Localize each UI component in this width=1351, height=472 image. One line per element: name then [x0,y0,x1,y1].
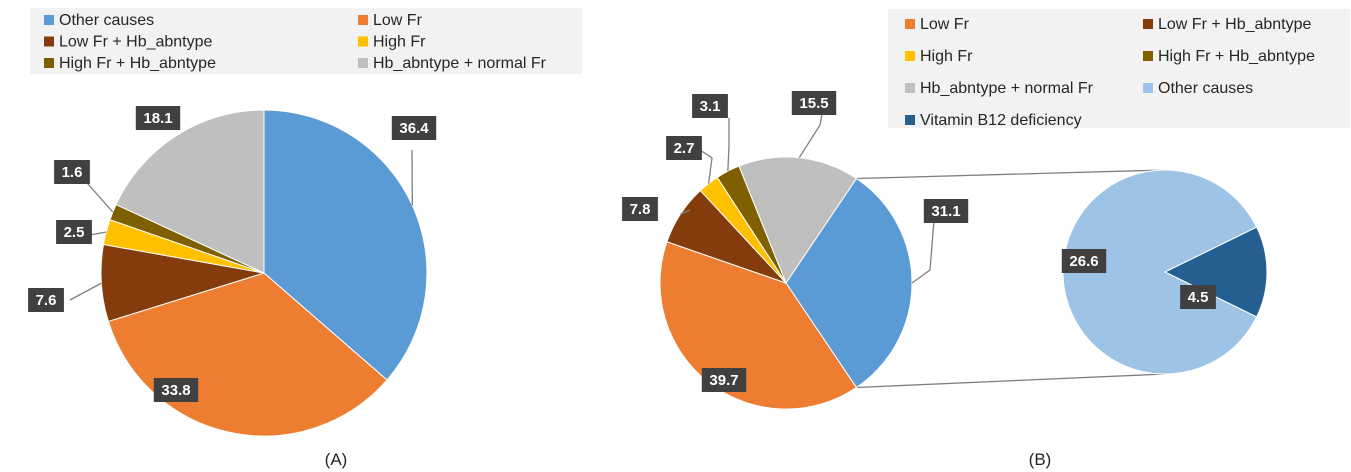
legend-a-label-low-fr-hb-abntype: Low Fr + Hb_abntype [59,34,213,51]
data-label-a-low-fr-box [153,378,199,402]
legend-b-swatch-vitamin-b12-deficiency [905,115,915,125]
panel-label-a: (A) [325,450,348,469]
data-labels-a: 36.4 33.8 7.6 2.5 1.6 18.1 [28,106,437,402]
data-label-b-low-fr: 39.7 [709,372,738,389]
legend-b-swatch-other-causes [1143,83,1153,93]
pie-b [659,156,913,410]
leader-b-high-fr-hb [727,118,730,172]
legend-a: Other causes Low Fr Low Fr + Hb_abntype Hig… [44,12,547,72]
legend-b-label-high-fr: High Fr [920,48,973,65]
data-label-b-other-causes: 31.1 [931,203,960,220]
legend-b-label-low-fr-hb-abntype: Low Fr + Hb_abntype [1158,16,1312,33]
legend-a-swatch-low-fr [358,15,368,25]
data-label-a-other-causes-box [391,116,437,140]
data-label-a-high-fr-hb-abntype-box [54,160,90,184]
legend-a-background [30,8,582,74]
pie-a [100,109,428,437]
data-label-a-hb-abntype-normal-fr-box [135,106,181,130]
data-label-b-breakout-other-causes-box [1061,249,1107,273]
legend-a-label-low-fr: Low Fr [373,12,423,29]
leader-b-other-causes [911,219,935,284]
data-label-b-high-fr-box [666,136,702,160]
legend-b: Low Fr Low Fr + Hb_abntype High Fr High Fr … [905,16,1315,129]
data-label-b-low-fr-hb-abntype-box [622,197,658,221]
data-labels-b: 31.1 39.7 7.8 2.7 3.1 15.5 26.6 4.5 [622,91,1216,392]
data-label-a-high-fr-hb-abntype: 1.6 [62,164,83,181]
legend-b-background [888,9,1350,128]
legend-b-swatch-low-fr [905,19,915,29]
data-label-a-high-fr-box [56,220,92,244]
legend-b-label-high-fr-hb-abntype: High Fr + Hb_abntype [1158,48,1315,65]
data-label-b-hb-abntype-normal-fr-box [791,91,837,115]
leader-b-hb-normal-fr [798,113,823,159]
legend-b-label-other-causes: Other causes [1158,80,1253,97]
data-label-b-breakout-vitamin-b12-deficiency: 4.5 [1188,289,1209,306]
leader-b-high-fr [699,149,713,184]
data-label-b-low-fr-hb-abntype: 7.8 [630,201,651,218]
pie-b-breakout [1062,169,1268,375]
legend-a-swatch-hb-abntype-normal-fr [358,58,368,68]
legend-b-swatch-low-fr-hb-abntype [1143,19,1153,29]
data-label-b-high-fr: 2.7 [674,140,695,157]
data-label-a-low-fr-hb-abntype: 7.6 [36,292,57,309]
legend-a-swatch-high-fr [358,36,368,47]
data-label-b-high-fr-hb-abntype-box [692,94,728,118]
chart-b: Low Fr Low Fr + Hb_abntype High Fr High Fr … [622,9,1350,469]
pie-b-breakout-slice-vitamin-b12-deficiency [1163,226,1268,318]
leader-b-low-fr-hb [680,209,691,215]
pie-b-slice-other-causes [785,177,913,389]
panel-label-b: (B) [1029,450,1052,469]
chart-a: Other causes Low Fr Low Fr + Hb_abntype Hig… [28,8,582,469]
legend-a-label-hb-abntype-normal-fr: Hb_abntype + normal Fr [373,55,547,72]
leader-a-high-fr [89,231,107,236]
leader-a-low-fr-hb [69,282,102,301]
data-label-b-breakout-vitamin-b12-deficiency-box [1180,285,1216,309]
data-label-b-other-causes-box [923,199,969,223]
legend-b-swatch-hb-abntype-normal-fr [905,83,915,93]
data-label-a-high-fr: 2.5 [64,224,85,241]
data-label-b-breakout-other-causes: 26.6 [1069,253,1098,270]
connector-bottom [856,373,1166,389]
legend-a-swatch-low-fr-hb-abntype [44,36,54,47]
data-label-b-high-fr-hb-abntype: 3.1 [700,98,721,115]
data-label-a-low-fr-hb-abntype-box [28,288,64,312]
pie-a-slice-hb-abntype-normal-fr [115,109,265,274]
legend-b-label-vitamin-b12-deficiency: Vitamin B12 deficiency [920,112,1082,129]
legend-a-label-high-fr-hb-abntype: High Fr + Hb_abntype [59,55,216,72]
legend-b-label-low-fr: Low Fr [920,16,970,33]
data-label-a-hb-abntype-normal-fr: 18.1 [143,110,172,127]
legend-a-label-high-fr: High Fr [373,34,426,51]
pie-of-pie-connectors [856,169,1166,389]
data-label-a-other-causes: 36.4 [399,120,429,137]
connector-top [856,169,1166,180]
data-label-b-hb-abntype-normal-fr: 15.5 [799,95,828,112]
legend-a-swatch-other-causes [44,15,54,25]
data-label-b-low-fr-box [701,368,747,392]
legend-b-label-hb-abntype-normal-fr: Hb_abntype + normal Fr [920,80,1094,97]
legend-a-label-other-causes: Other causes [59,12,154,29]
legend-a-swatch-high-fr-hb-abntype [44,58,54,68]
legend-b-swatch-high-fr-hb-abntype [1143,51,1153,61]
legend-b-swatch-high-fr [905,51,915,61]
data-label-a-low-fr: 33.8 [161,382,190,399]
